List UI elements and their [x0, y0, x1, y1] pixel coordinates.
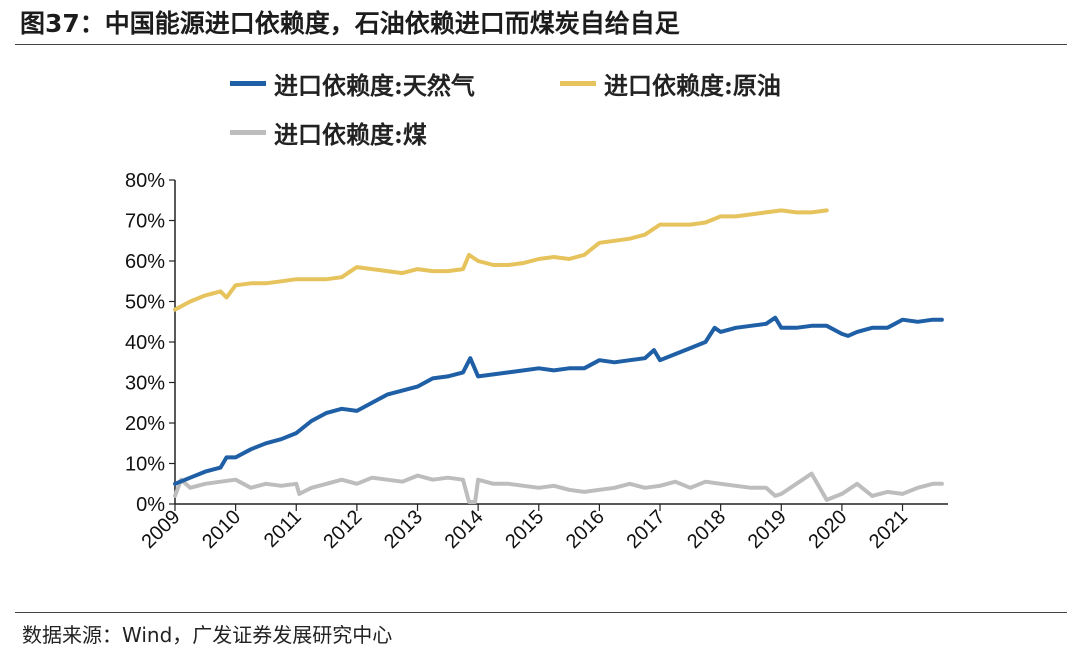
x-tick-label: 2016	[562, 506, 609, 553]
legend-item-oil: 进口依赖度:原油	[560, 66, 781, 101]
y-tick-label: 10%	[125, 454, 165, 476]
legend-label-oil: 进口依赖度:原油	[604, 71, 781, 100]
title-divider	[15, 44, 1067, 45]
y-tick-label: 30%	[125, 373, 165, 395]
footer-divider	[15, 612, 1067, 613]
legend-swatch-oil	[560, 81, 596, 86]
y-tick-label: 60%	[125, 251, 165, 273]
y-tick-label: 80%	[125, 170, 165, 192]
x-tick-label: 2020	[804, 506, 851, 553]
x-tick-label: 2011	[260, 506, 306, 552]
x-tick-label: 2010	[198, 506, 245, 553]
series-line-2	[173, 471, 944, 504]
x-tick-label: 2013	[380, 506, 427, 553]
y-tick-label: 40%	[125, 332, 165, 354]
data-source-note: 数据来源：Wind，广发证券发展研究中心	[22, 623, 393, 647]
y-tick-label: 50%	[125, 292, 165, 314]
x-tick-label: 2017	[623, 506, 670, 553]
series-line-0	[173, 315, 944, 486]
legend-swatch-coal	[230, 130, 266, 135]
x-tick-label: 2014	[441, 506, 488, 553]
x-tick-label: 2021	[865, 506, 912, 553]
legend-item-coal: 进口依赖度:煤	[230, 115, 427, 150]
y-tick-label: 20%	[125, 413, 165, 435]
x-tick-label: 2012	[319, 506, 366, 553]
y-tick-label: 70%	[125, 211, 165, 233]
x-tick-label: 2018	[683, 506, 730, 553]
y-tick-label: 0%	[136, 494, 165, 516]
line-chart: 0%10%20%30%40%50%60%70%80%2009 2010 2011 20…	[125, 170, 948, 553]
figure-title: 图37：中国能源进口依赖度，石油依赖进口而煤炭自给自足	[20, 9, 680, 38]
legend-item-gas: 进口依赖度:天然气	[230, 66, 475, 101]
series-line-1	[173, 208, 829, 312]
legend-label-gas: 进口依赖度:天然气	[274, 71, 475, 100]
legend-swatch-gas	[230, 81, 266, 86]
x-tick-label: 2015	[501, 506, 548, 553]
legend-label-coal: 进口依赖度:煤	[274, 120, 427, 149]
x-tick-label: 2019	[744, 506, 791, 553]
